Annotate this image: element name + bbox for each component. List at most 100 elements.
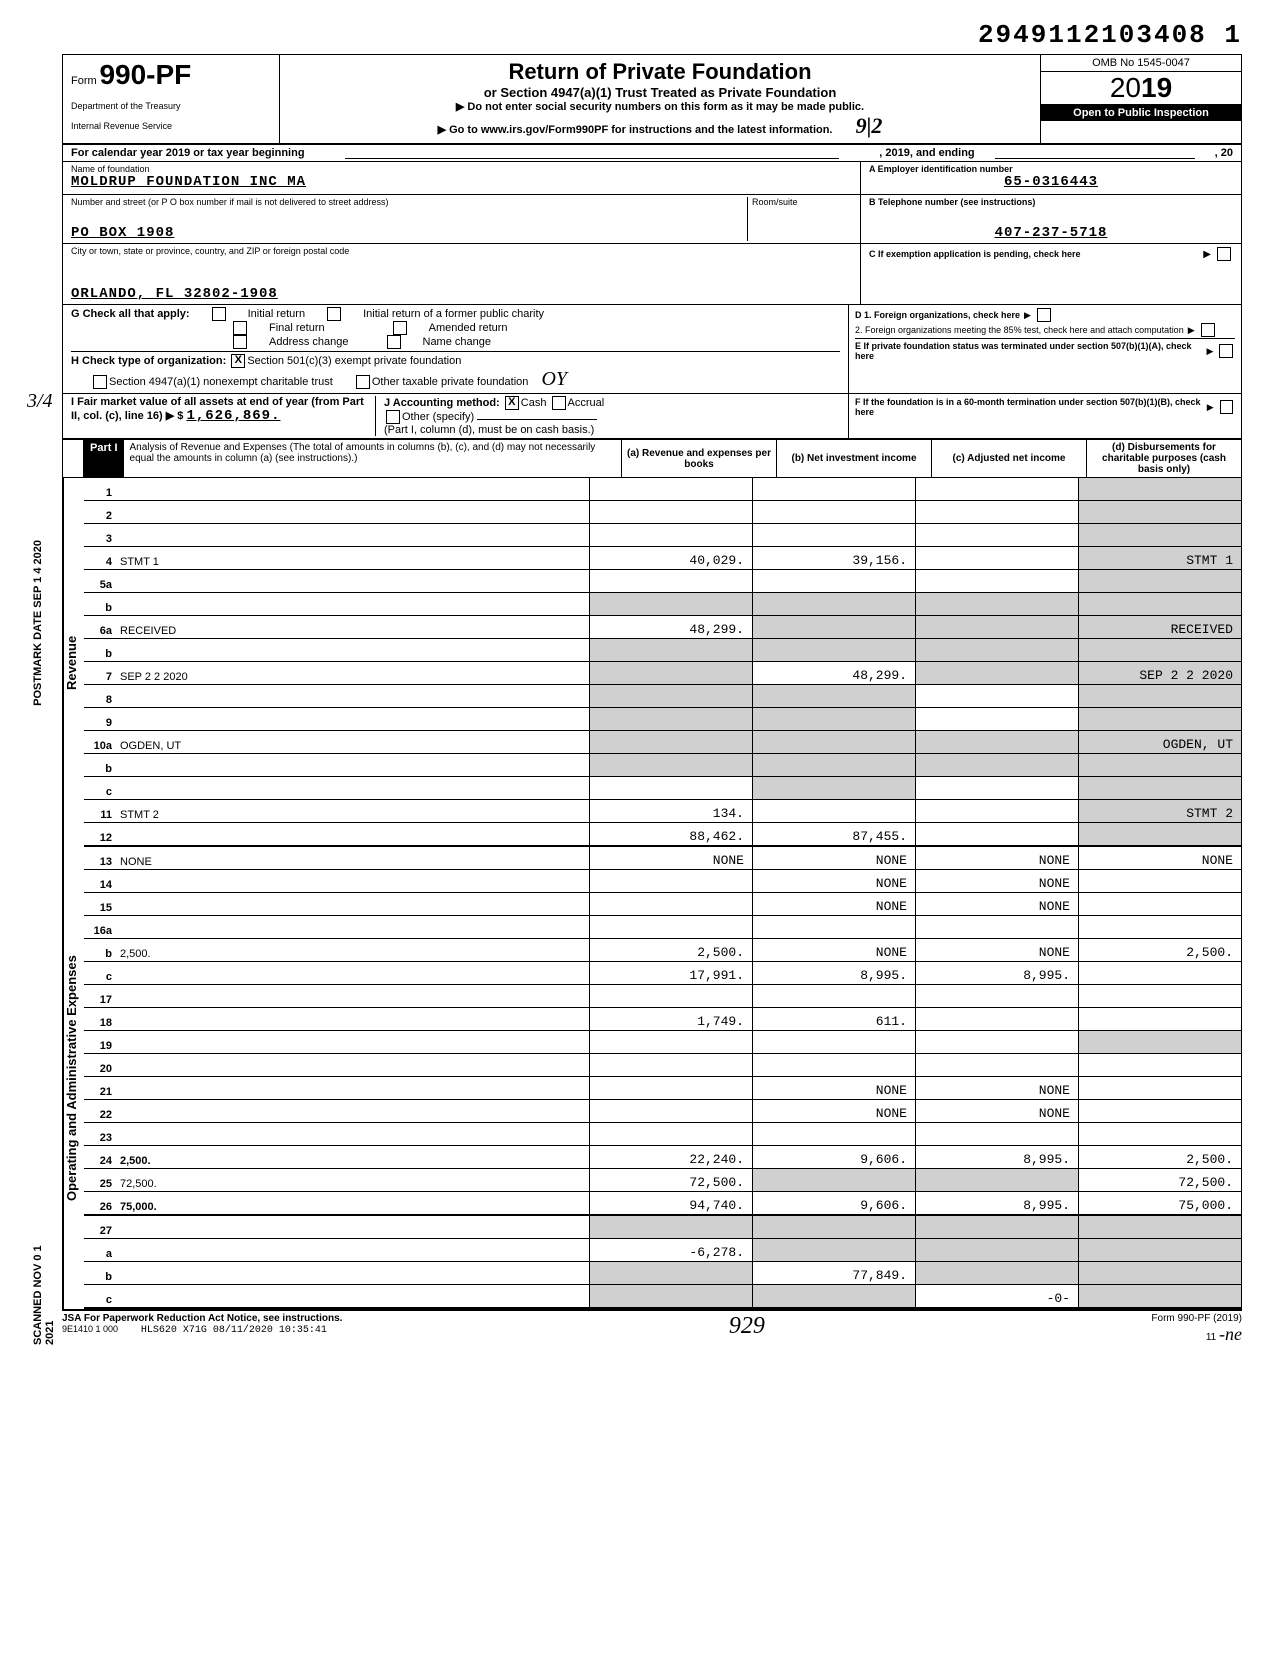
expenses-side-label: Operating and Administrative Expenses — [63, 847, 84, 1309]
form-page: POSTMARK DATE SEP 1 4 2020 SCANNED NOV 0… — [62, 20, 1242, 1345]
line-val-c: NONE — [916, 1077, 1079, 1100]
line-number: 1 — [84, 478, 116, 501]
line-number: 2 — [84, 501, 116, 524]
line-val-c — [916, 823, 1079, 847]
line-val-b — [753, 685, 916, 708]
line-val-b: 39,156. — [753, 547, 916, 570]
line-val-a — [590, 870, 753, 893]
line-val-d — [1079, 985, 1242, 1008]
line-val-d: RECEIVED — [1079, 616, 1242, 639]
line-val-c — [916, 800, 1079, 823]
line-number: b — [84, 639, 116, 662]
line-desc — [116, 1215, 590, 1239]
final-checkbox[interactable] — [233, 321, 247, 335]
addr-label: Number and street (or P O box number if … — [71, 197, 747, 207]
line-val-c — [916, 985, 1079, 1008]
line-val-a: -6,278. — [590, 1239, 753, 1262]
g-label: G Check all that apply: — [71, 308, 190, 320]
line-val-a — [590, 501, 753, 524]
line-number: 7 — [84, 662, 116, 685]
line-val-a — [590, 570, 753, 593]
line-val-a — [590, 731, 753, 754]
table-row: 2 — [84, 501, 1241, 524]
j-label: J Accounting method: — [384, 397, 500, 409]
cash-checkbox[interactable]: X — [505, 396, 519, 410]
accrual-checkbox[interactable] — [552, 396, 566, 410]
line-val-b — [753, 1215, 916, 1239]
line-val-b: 8,995. — [753, 962, 916, 985]
line-number: b — [84, 939, 116, 962]
table-row: 6aRECEIVED48,299.RECEIVED — [84, 616, 1241, 639]
line-val-c — [916, 501, 1079, 524]
phone-value: 407-237-5718 — [869, 225, 1233, 241]
addr-change-checkbox[interactable] — [233, 335, 247, 349]
table-row: b — [84, 639, 1241, 662]
page-footer: JSA For Paperwork Reduction Act Notice, … — [62, 1313, 1242, 1345]
line-number: 15 — [84, 893, 116, 916]
barcode-number: 2949112103408 1 — [62, 20, 1242, 50]
calendar-year-row: For calendar year 2019 or tax year begin… — [62, 145, 1242, 162]
line-val-a — [590, 1285, 753, 1309]
line-number: 9 — [84, 708, 116, 731]
501c3-checkbox[interactable]: X — [231, 354, 245, 368]
line-desc — [116, 1054, 590, 1077]
f-checkbox[interactable] — [1220, 400, 1233, 414]
line-val-a — [590, 708, 753, 731]
line-val-d — [1079, 570, 1242, 593]
line-desc — [116, 478, 590, 501]
line-val-c: NONE — [916, 939, 1079, 962]
part1-header: Part I Analysis of Revenue and Expenses … — [62, 439, 1242, 478]
line-number: a — [84, 1239, 116, 1262]
line-val-b — [753, 1239, 916, 1262]
form-subtitle: or Section 4947(a)(1) Trust Treated as P… — [288, 85, 1032, 100]
postmark-stamp: POSTMARK DATE SEP 1 4 2020 — [32, 540, 44, 706]
fmv-value: 1,626,869. — [186, 408, 280, 424]
line-val-a — [590, 1031, 753, 1054]
city-state-zip: ORLANDO, FL 32802-1908 — [71, 286, 852, 302]
amended-checkbox[interactable] — [393, 321, 407, 335]
ein-label: A Employer identification number — [869, 164, 1233, 174]
line-val-b — [753, 501, 916, 524]
initial-former-checkbox[interactable] — [327, 307, 341, 321]
line-number: 6a — [84, 616, 116, 639]
paperwork-notice: JSA For Paperwork Reduction Act Notice, … — [62, 1313, 342, 1324]
line-number: b — [84, 754, 116, 777]
line-number: 21 — [84, 1077, 116, 1100]
g-h-block: G Check all that apply: Initial return I… — [62, 305, 1242, 394]
other-method-checkbox[interactable] — [386, 410, 400, 424]
line-val-a — [590, 685, 753, 708]
line-number: 4 — [84, 547, 116, 570]
line-desc: STMT 2 — [116, 800, 590, 823]
c-checkbox[interactable] — [1217, 247, 1231, 261]
e-checkbox[interactable] — [1219, 344, 1233, 358]
table-row: 2572,500.72,500.72,500. — [84, 1169, 1241, 1192]
line-desc — [116, 1262, 590, 1285]
cash-basis-note: (Part I, column (d), must be on cash bas… — [384, 424, 840, 436]
table-row: 181,749.611. — [84, 1008, 1241, 1031]
other-tax-checkbox[interactable] — [356, 375, 370, 389]
line-val-a — [590, 1262, 753, 1285]
name-change-checkbox[interactable] — [387, 335, 401, 349]
line-val-c — [916, 916, 1079, 939]
d2-checkbox[interactable] — [1201, 323, 1215, 337]
4947-checkbox[interactable] — [93, 375, 107, 389]
phone-label: B Telephone number (see instructions) — [869, 197, 1233, 207]
line-val-b — [753, 985, 916, 1008]
initial-checkbox[interactable] — [212, 307, 226, 321]
line-val-a — [590, 1123, 753, 1146]
line-val-d — [1079, 524, 1242, 547]
line-number: 8 — [84, 685, 116, 708]
room-label: Room/suite — [752, 197, 852, 207]
table-row: b — [84, 754, 1241, 777]
line-desc — [116, 1239, 590, 1262]
line-desc — [116, 777, 590, 800]
omb-number: OMB No 1545-0047 — [1041, 55, 1241, 72]
form-ref: Form 990-PF (2019) — [1151, 1313, 1242, 1324]
line-desc: NONE — [116, 847, 590, 870]
revenue-table: 1234STMT 140,029.39,156.STMT 15ab6aRECEI… — [84, 478, 1241, 847]
table-row: 242,500.22,240.9,606.8,995.2,500. — [84, 1146, 1241, 1169]
line-val-b: NONE — [753, 893, 916, 916]
line-number: b — [84, 1262, 116, 1285]
line-desc: 75,000. — [116, 1192, 590, 1216]
d1-checkbox[interactable] — [1037, 308, 1051, 322]
